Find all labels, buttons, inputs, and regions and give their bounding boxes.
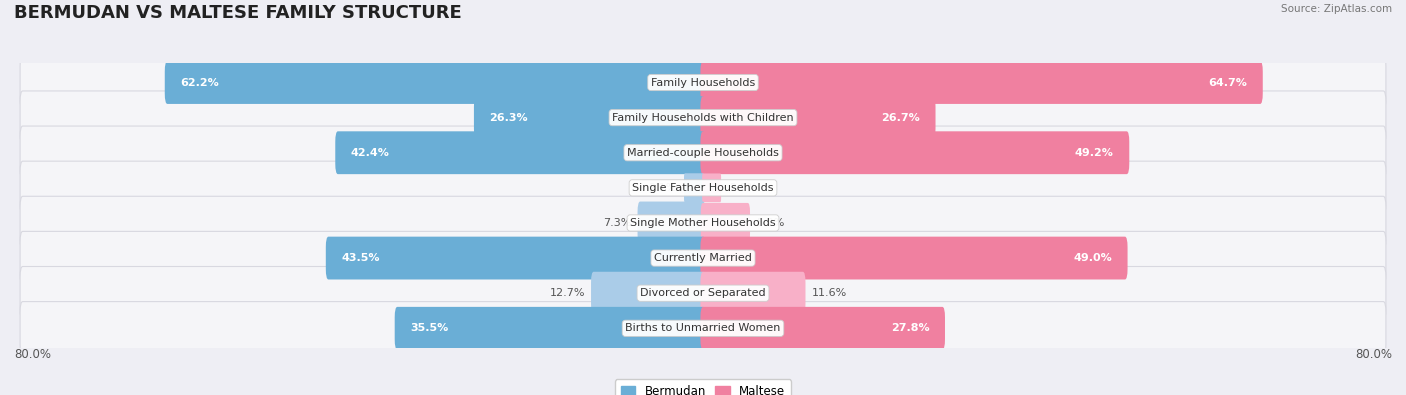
Text: 5.2%: 5.2% xyxy=(756,218,785,228)
Text: 26.3%: 26.3% xyxy=(489,113,529,122)
FancyBboxPatch shape xyxy=(591,272,706,314)
FancyBboxPatch shape xyxy=(20,91,1386,144)
Text: 64.7%: 64.7% xyxy=(1208,77,1247,88)
Text: Births to Unmarried Women: Births to Unmarried Women xyxy=(626,323,780,333)
Text: Divorced or Separated: Divorced or Separated xyxy=(640,288,766,298)
Text: 26.7%: 26.7% xyxy=(882,113,920,122)
Text: 11.6%: 11.6% xyxy=(811,288,846,298)
Text: 35.5%: 35.5% xyxy=(411,323,449,333)
FancyBboxPatch shape xyxy=(700,96,935,139)
FancyBboxPatch shape xyxy=(20,302,1386,355)
Text: 62.2%: 62.2% xyxy=(180,77,219,88)
FancyBboxPatch shape xyxy=(700,237,1128,280)
Text: 2.0%: 2.0% xyxy=(728,183,758,193)
Legend: Bermudan, Maltese: Bermudan, Maltese xyxy=(614,380,792,395)
Text: 43.5%: 43.5% xyxy=(342,253,380,263)
FancyBboxPatch shape xyxy=(20,161,1386,214)
FancyBboxPatch shape xyxy=(20,126,1386,179)
FancyBboxPatch shape xyxy=(474,96,706,139)
Text: 80.0%: 80.0% xyxy=(14,348,51,361)
FancyBboxPatch shape xyxy=(700,203,749,243)
Text: 42.4%: 42.4% xyxy=(350,148,389,158)
Text: Source: ZipAtlas.com: Source: ZipAtlas.com xyxy=(1281,4,1392,14)
FancyBboxPatch shape xyxy=(683,173,704,202)
FancyBboxPatch shape xyxy=(700,272,806,314)
Text: 49.0%: 49.0% xyxy=(1073,253,1112,263)
FancyBboxPatch shape xyxy=(700,61,1263,104)
Text: 27.8%: 27.8% xyxy=(891,323,929,333)
FancyBboxPatch shape xyxy=(700,307,945,350)
Text: 2.1%: 2.1% xyxy=(648,183,676,193)
FancyBboxPatch shape xyxy=(20,231,1386,285)
FancyBboxPatch shape xyxy=(20,267,1386,320)
FancyBboxPatch shape xyxy=(326,237,706,280)
Text: BERMUDAN VS MALTESE FAMILY STRUCTURE: BERMUDAN VS MALTESE FAMILY STRUCTURE xyxy=(14,4,461,22)
Text: 12.7%: 12.7% xyxy=(550,288,585,298)
Text: 80.0%: 80.0% xyxy=(1355,348,1392,361)
Text: Family Households with Children: Family Households with Children xyxy=(612,113,794,122)
Text: Single Mother Households: Single Mother Households xyxy=(630,218,776,228)
FancyBboxPatch shape xyxy=(20,196,1386,250)
FancyBboxPatch shape xyxy=(335,131,706,174)
FancyBboxPatch shape xyxy=(165,61,706,104)
Text: Family Households: Family Households xyxy=(651,77,755,88)
Text: Married-couple Households: Married-couple Households xyxy=(627,148,779,158)
Text: 49.2%: 49.2% xyxy=(1076,148,1114,158)
Text: 7.3%: 7.3% xyxy=(603,218,631,228)
Text: Single Father Households: Single Father Households xyxy=(633,183,773,193)
FancyBboxPatch shape xyxy=(20,56,1386,109)
Text: Currently Married: Currently Married xyxy=(654,253,752,263)
FancyBboxPatch shape xyxy=(637,201,706,245)
FancyBboxPatch shape xyxy=(395,307,706,350)
FancyBboxPatch shape xyxy=(702,173,721,202)
FancyBboxPatch shape xyxy=(700,131,1129,174)
